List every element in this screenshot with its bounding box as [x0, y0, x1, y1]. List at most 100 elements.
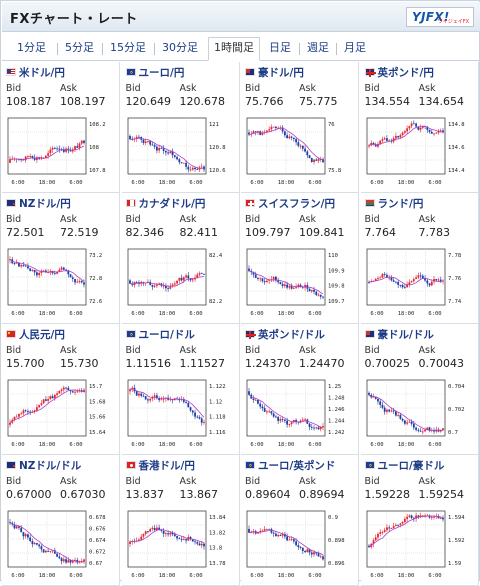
chart-container[interactable]: 73.2 72.8 72.6 6:00 18:00 6:00 [6, 247, 116, 318]
tab-timeframe-3[interactable]: 15分足 [110, 41, 146, 54]
x-tick-label: 18:00 [39, 180, 56, 186]
chart-container[interactable]: 1.594 1.592 1.59 6:00 18:00 6:00 [365, 509, 475, 580]
rate-card[interactable]: 米ドル/円 Bid Ask 108.187 108.197 108.2 108 107.8 6:… [2, 62, 120, 193]
rate-card[interactable]: 英ポンド/円 Bid Ask 134.554 134.654 134.8 134.6 134.… [360, 62, 479, 193]
pair-link[interactable]: 英ポンド/円 [364, 65, 434, 79]
candle-body [410, 123, 413, 127]
bid-value: 134.554 [364, 95, 411, 108]
pair-link[interactable]: ユーロ/ドル [125, 327, 195, 341]
x-tick-label: 6:00 [370, 573, 383, 579]
candle-body [281, 284, 284, 286]
rate-card[interactable]: NZドル/円 Bid Ask 72.501 72.519 73.2 72.8 72.6 6:00… [2, 193, 120, 324]
moving-average-line [368, 394, 443, 431]
pair-link[interactable]: スイスフラン/円 [245, 196, 335, 210]
pair-link[interactable]: 豪ドル/円 [245, 65, 304, 79]
x-tick-label: 18:00 [39, 573, 56, 579]
chart-container[interactable]: 0.9 0.898 0.896 6:00 18:00 6:00 [245, 509, 355, 580]
pair-name[interactable]: 香港ドル/円 [138, 459, 195, 472]
ask-value: 109.841 [299, 226, 345, 239]
rate-card[interactable]: 豪ドル/円 Bid Ask 75.766 75.775 76 75.8 6:00 18:00 6:… [241, 62, 359, 193]
chart-container[interactable]: 82.4 82.2 6:00 18:00 6:00 [126, 247, 236, 318]
candle-body [425, 126, 428, 130]
rate-card[interactable]: ユーロ/円 Bid Ask 120.649 120.678 121 120.8 120.6 6:… [121, 62, 240, 193]
pair-link[interactable]: 香港ドル/円 [125, 458, 195, 472]
candle-body [155, 527, 158, 531]
pair-name[interactable]: ユーロ/豪ドル [377, 459, 445, 472]
pair-name[interactable]: 米ドル/円 [19, 66, 65, 79]
candle-body [151, 285, 153, 287]
chart-container[interactable]: 76 75.8 6:00 18:00 6:00 [245, 116, 355, 187]
pair-link[interactable]: カナダドル/円 [125, 196, 206, 210]
pair-link[interactable]: 人民元/円 [6, 327, 65, 341]
candle-body [67, 560, 70, 563]
rate-card[interactable]: スイスフラン/円 Bid Ask 109.797 109.841 110 109.9 109.… [241, 193, 359, 324]
chart-container[interactable]: 110 109.9 109.8 109.7 6:00 18:00 6:00 [245, 247, 355, 318]
rate-card[interactable]: ユーロ/ドル Bid Ask 1.11516 1.11527 1.122 1.12 1.118… [121, 324, 240, 455]
candle-body [49, 270, 52, 273]
rate-card[interactable]: 英ポンド/ドル Bid Ask 1.24370 1.24470 1.25 1.248 1.24… [241, 324, 359, 455]
pair-name[interactable]: NZドル/ドル [19, 459, 82, 472]
yjfx-logo[interactable]: YJFX! ワイジェイFX [406, 7, 474, 27]
chart-container[interactable]: 134.8 134.6 134.4 6:00 18:00 6:00 [365, 116, 475, 187]
chart-container[interactable]: 121 120.8 120.6 6:00 18:00 6:00 [126, 116, 236, 187]
pair-link[interactable]: NZドル/円 [6, 196, 71, 210]
chart-container[interactable]: 108.2 108 107.8 6:00 18:00 6:00 [6, 116, 116, 187]
pair-name[interactable]: カナダドル/円 [138, 197, 206, 210]
pair-link[interactable]: ユーロ/豪ドル [364, 458, 445, 472]
tab-timeframe-6[interactable]: 日足 [269, 41, 291, 54]
pair-name[interactable]: 豪ドル/ドル [377, 328, 434, 341]
candle-body [13, 524, 16, 529]
candle-body [372, 540, 374, 544]
candle-body [396, 136, 399, 138]
pair-name[interactable]: スイスフラン/円 [258, 197, 336, 210]
pair-link[interactable]: 英ポンド/ドル [245, 327, 325, 341]
tab-timeframe-1[interactable]: 1分足 [17, 41, 46, 54]
candle-body [193, 412, 196, 417]
candle-body [403, 420, 406, 424]
pair-name[interactable]: 英ポンド/円 [377, 66, 434, 79]
pair-link[interactable]: 豪ドル/ドル [364, 327, 434, 341]
rate-card[interactable]: NZドル/ドル Bid Ask 0.67000 0.67030 0.678 0.676 0.6… [2, 455, 120, 586]
tab-timeframe-4[interactable]: 30分足 [162, 41, 198, 54]
pair-name[interactable]: 人民元/円 [19, 328, 65, 341]
rate-card[interactable]: ユーロ/英ポンド Bid Ask 0.89604 0.89694 0.9 0.898 0.89… [241, 455, 359, 586]
candle-body [288, 136, 291, 139]
pair-name[interactable]: ユーロ/英ポンド [258, 459, 336, 472]
rate-card[interactable]: 豪ドル/ドル Bid Ask 0.70025 0.70043 0.704 0.702 0.7 6… [360, 324, 479, 455]
tab-timeframe-2[interactable]: 5分足 [65, 41, 94, 54]
rate-card[interactable]: カナダドル/円 Bid Ask 82.346 82.411 82.4 82.2 6:00 18:… [121, 193, 240, 324]
tab-timeframe-8[interactable]: 月足 [344, 41, 366, 54]
pair-link[interactable]: NZドル/ドル [6, 458, 81, 472]
ask-label: Ask [60, 345, 77, 356]
pair-link[interactable]: 米ドル/円 [6, 65, 65, 79]
candle-body [29, 268, 32, 271]
chart-container[interactable]: 13.84 13.82 13.8 13.78 6:00 18:00 6:00 [126, 509, 236, 580]
rate-card[interactable]: ユーロ/豪ドル Bid Ask 1.59228 1.59254 1.594 1.592 1.5… [360, 455, 479, 586]
pair-link[interactable]: ユーロ/円 [125, 65, 185, 79]
chart-container[interactable]: 0.678 0.676 0.674 0.672 0.67 6:00 18:00 6:00 [6, 509, 116, 580]
chart-container[interactable]: 15.7 15.68 15.66 15.64 6:00 18:00 6:00 [6, 378, 116, 449]
rate-card[interactable]: ランド/円 Bid Ask 7.764 7.783 7.78 7.76 7.74 6:00 18:… [360, 193, 479, 324]
tab-timeframe-5[interactable]: 1時間足 [208, 37, 260, 61]
tab-timeframe-7[interactable]: 週足 [307, 41, 329, 54]
chart-container[interactable]: 1.25 1.248 1.246 1.244 1.242 6:00 18:00 6:00 [245, 378, 355, 449]
chart-container[interactable]: 1.122 1.12 1.118 1.116 6:00 18:00 6:00 [126, 378, 236, 449]
pair-link[interactable]: ランド/円 [364, 196, 424, 210]
rate-card[interactable]: 香港ドル/円 Bid Ask 13.837 13.867 13.84 13.82 13.8 13… [121, 455, 240, 586]
x-tick-label: 6:00 [131, 180, 144, 186]
pair-link[interactable]: ユーロ/英ポンド [245, 458, 335, 472]
x-tick-label: 6:00 [428, 573, 441, 579]
pair-name[interactable]: ユーロ/ドル [138, 328, 195, 341]
candle-body [65, 387, 67, 389]
pair-name[interactable]: 豪ドル/円 [258, 66, 304, 79]
pair-name[interactable]: ユーロ/円 [138, 66, 185, 79]
chart-container[interactable]: 7.78 7.76 7.74 6:00 18:00 6:00 [365, 247, 475, 318]
candle-body [423, 515, 426, 517]
chart-container[interactable]: 0.704 0.702 0.7 6:00 18:00 6:00 [365, 378, 475, 449]
pair-name[interactable]: NZドル/円 [19, 197, 71, 210]
rate-card[interactable]: 人民元/円 Bid Ask 15.700 15.730 15.7 15.68 15.66 15.… [2, 324, 120, 455]
candle-body [27, 411, 29, 412]
bid-value: 15.700 [6, 357, 45, 370]
pair-name[interactable]: 英ポンド/ドル [258, 328, 325, 341]
pair-name[interactable]: ランド/円 [377, 197, 424, 210]
